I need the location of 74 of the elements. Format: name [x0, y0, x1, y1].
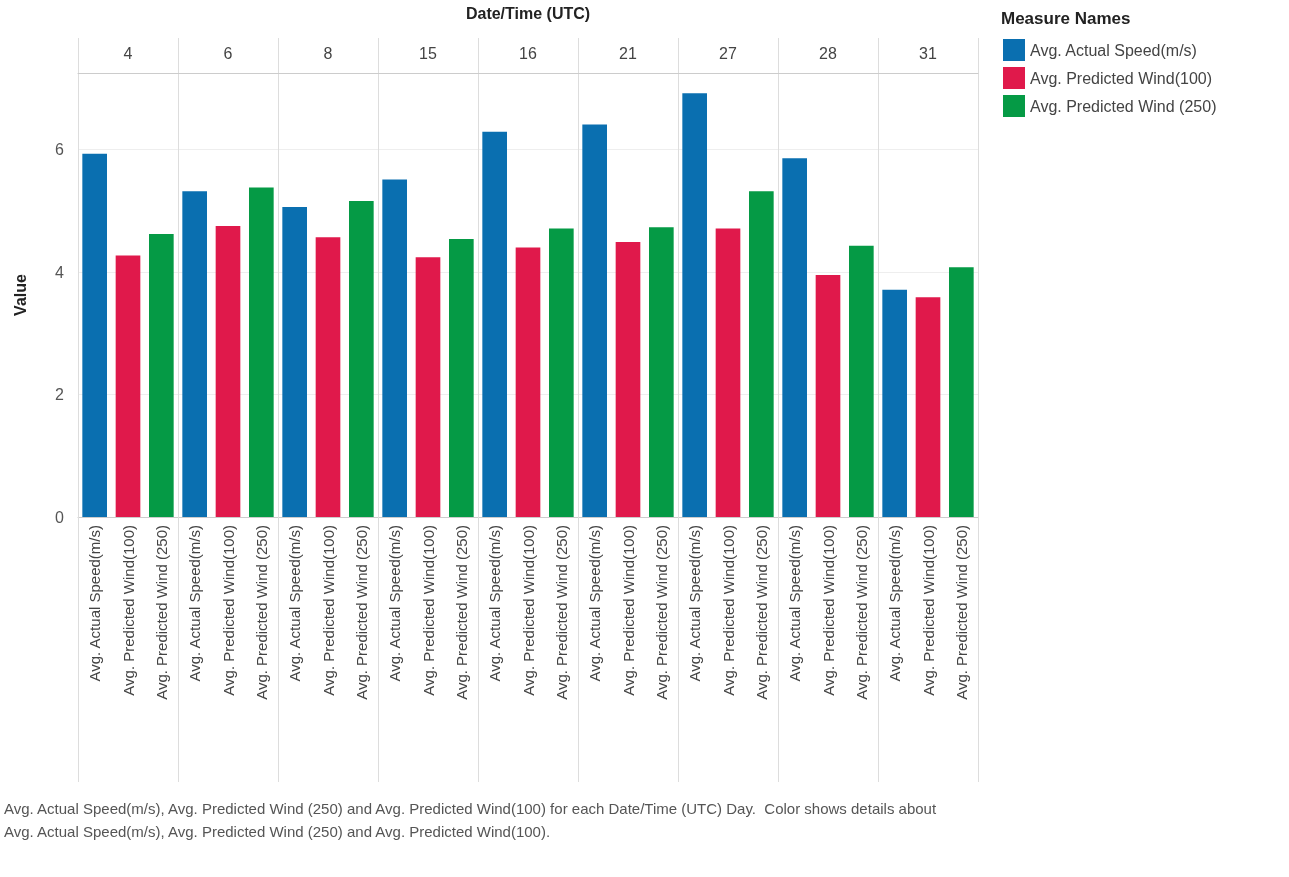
x-tick-label: 16 — [519, 44, 537, 62]
y-tick-label: 6 — [55, 141, 65, 159]
text: Avg. Actual Speed(m/s) — [886, 525, 904, 682]
bar — [282, 207, 307, 517]
text: Avg. Predicted Wind (250) — [852, 525, 870, 700]
bar — [715, 228, 741, 517]
x-tick-label: 8 — [323, 44, 333, 62]
text: Avg. Predicted Wind (250) — [252, 525, 270, 700]
bar — [549, 228, 574, 517]
bar — [849, 245, 874, 517]
bar — [449, 238, 474, 517]
x-tick-label: 27 — [719, 44, 737, 62]
x-tick-label: 31 — [919, 44, 937, 62]
bar — [182, 191, 207, 517]
bar — [649, 227, 674, 517]
x-tick-label: 28 — [819, 44, 837, 62]
text: Avg. Predicted Wind (250) — [952, 525, 970, 700]
text: Avg. Predicted Wind(100) — [519, 525, 537, 696]
y-tick-label: 4 — [55, 263, 65, 281]
bar — [315, 237, 341, 517]
text: Avg. Predicted Wind(100) — [219, 525, 237, 696]
bar — [749, 191, 774, 517]
bar — [82, 153, 107, 517]
bar — [115, 255, 141, 517]
bar — [615, 242, 641, 517]
text: Avg. Actual Speed(m/s), Avg. Predicted Wind (250) and Avg. Predicted Wind(100) for each Date/Time (UTC) Day. Color shows details about Avg. Actual Speed(m/s), Avg. Predicted Wind (250) and Avg. Predicted Wind(100). — [4, 800, 941, 840]
y-tick-label: 2 — [55, 386, 65, 404]
bar — [215, 226, 241, 517]
text: Avg. Actual Speed(m/s) — [186, 525, 204, 682]
x-tick-label: 6 — [223, 44, 233, 62]
text: Avg. Predicted Wind (250) — [352, 525, 370, 700]
text: Avg. Actual Speed(m/s) — [586, 525, 604, 682]
legend-title: Measure Names — [1001, 9, 1131, 28]
x-tick-label: 15 — [419, 44, 437, 62]
bar — [415, 257, 441, 517]
text: Avg. Predicted Wind (250) — [652, 525, 670, 700]
text: Avg. Actual Speed(m/s) — [786, 525, 804, 682]
text: Avg. Actual Speed(m/s) — [286, 525, 304, 682]
bar — [515, 247, 541, 517]
text: Avg. Predicted Wind(100) — [819, 525, 837, 696]
legend-label: Avg. Predicted Wind(100) — [1030, 69, 1213, 87]
bar — [149, 234, 174, 517]
text: Avg. Actual Speed(m/s) — [86, 525, 104, 682]
text: Avg. Predicted Wind (250) — [552, 525, 570, 700]
text: Avg. Predicted Wind (250) — [452, 525, 470, 700]
text: Avg. Predicted Wind (250) — [752, 525, 770, 700]
text: Avg. Predicted Wind(100) — [619, 525, 637, 696]
text: Avg. Predicted Wind(100) — [919, 525, 937, 696]
bar — [582, 124, 607, 517]
text: Avg. Predicted Wind (250) — [152, 525, 170, 700]
bar — [815, 275, 841, 517]
text: Avg. Actual Speed(m/s) — [486, 525, 504, 682]
legend-label: Avg. Predicted Wind (250) — [1030, 97, 1217, 115]
bar — [682, 93, 707, 517]
legend-label: Avg. Actual Speed(m/s) — [1030, 41, 1197, 59]
x-tick-label: 21 — [619, 44, 637, 62]
y-tick-label: 0 — [55, 508, 65, 526]
bar — [382, 179, 407, 517]
bar — [249, 187, 274, 517]
x-axis-title: Date/Time (UTC) — [465, 4, 591, 22]
bar — [882, 289, 907, 517]
bar — [949, 267, 974, 517]
bar — [482, 131, 507, 517]
bar — [349, 200, 374, 517]
x-tick-label: 4 — [123, 44, 133, 62]
bar — [915, 297, 941, 517]
y-axis-title: Value — [11, 274, 29, 316]
text: Avg. Predicted Wind(100) — [719, 525, 737, 696]
bar — [782, 158, 807, 517]
text: Avg. Predicted Wind(100) — [119, 525, 137, 696]
text: Avg. Actual Speed(m/s) — [386, 525, 404, 682]
text: Avg. Actual Speed(m/s) — [686, 525, 704, 682]
text: Avg. Predicted Wind(100) — [319, 525, 337, 696]
text: Avg. Predicted Wind(100) — [419, 525, 437, 696]
